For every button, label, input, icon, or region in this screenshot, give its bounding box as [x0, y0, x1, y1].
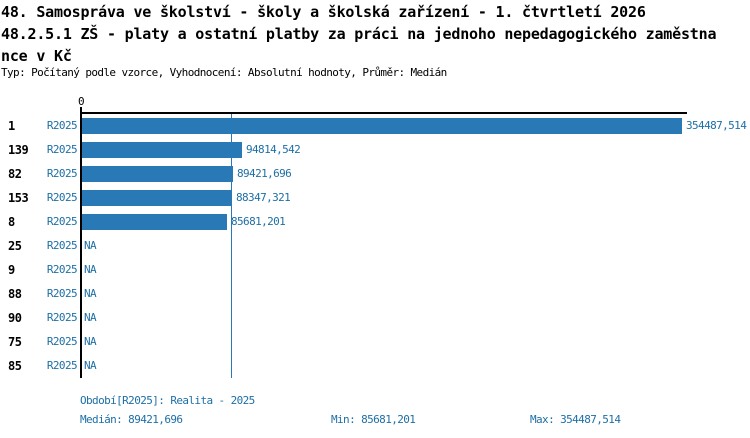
bar-value-label: 85681,201: [231, 215, 286, 228]
bar-value-label: NA: [84, 239, 97, 252]
x-axis-zero-label: 0: [77, 95, 85, 108]
row-series-label: R2025: [46, 167, 78, 180]
chart-row: 8 R2025 85681,201: [0, 210, 750, 234]
chart-row: 88 R2025 NA: [0, 282, 750, 306]
chart-row: 153 R2025 88347,321: [0, 186, 750, 210]
chart-row: 82 R2025 89421,696: [0, 162, 750, 186]
footer-min-stat: Min: 85681,201: [331, 413, 416, 426]
bar: [82, 166, 233, 182]
bar-value-label: 88347,321: [236, 191, 291, 204]
row-series-label: R2025: [46, 359, 78, 372]
bar-value-label: 94814,542: [246, 143, 301, 156]
bar-value-label: NA: [84, 263, 97, 276]
chart-row: 90 R2025 NA: [0, 306, 750, 330]
row-series-label: R2025: [46, 143, 78, 156]
row-category-label: 9: [8, 263, 15, 277]
bar: [82, 214, 227, 230]
chart-row: 1 R2025 354487,514: [0, 114, 750, 138]
row-category-label: 8: [8, 215, 15, 229]
row-category-label: 82: [8, 167, 22, 181]
bar-value-label: NA: [84, 287, 97, 300]
row-series-label: R2025: [46, 311, 78, 324]
report-title-line-1: 48. Samospráva ve školství - školy a ško…: [1, 3, 646, 21]
row-category-label: 1: [8, 119, 15, 133]
report-subtitle: Typ: Počítaný podle vzorce, Vyhodnocení:…: [1, 66, 447, 79]
row-series-label: R2025: [46, 287, 78, 300]
row-series-label: R2025: [46, 119, 78, 132]
bar-value-label: NA: [84, 335, 97, 348]
bar: [82, 142, 242, 158]
row-series-label: R2025: [46, 335, 78, 348]
footer-period-label: Období[R2025]: Realita - 2025: [80, 394, 255, 407]
chart-row: 85 R2025 NA: [0, 354, 750, 378]
row-category-label: 85: [8, 359, 22, 373]
median-line: [231, 114, 232, 378]
report-title-line-2: 48.2.5.1 ZŠ - platy a ostatní platby za …: [1, 25, 717, 43]
report-title-line-3: nce v Kč: [1, 47, 72, 65]
row-category-label: 153: [8, 191, 29, 205]
bar-value-label: NA: [84, 311, 97, 324]
row-category-label: 139: [8, 143, 29, 157]
bar-value-label: NA: [84, 359, 97, 372]
row-category-label: 90: [8, 311, 22, 325]
row-category-label: 88: [8, 287, 22, 301]
y-axis-line: [80, 107, 82, 378]
row-series-label: R2025: [46, 215, 78, 228]
row-series-label: R2025: [46, 191, 78, 204]
bar-value-label: 89421,696: [237, 167, 292, 180]
chart-row: 139 R2025 94814,542: [0, 138, 750, 162]
row-category-label: 25: [8, 239, 22, 253]
footer-median-stat: Medián: 89421,696: [80, 413, 183, 426]
footer-max-stat: Max: 354487,514: [530, 413, 621, 426]
row-series-label: R2025: [46, 263, 78, 276]
chart-row: 75 R2025 NA: [0, 330, 750, 354]
row-series-label: R2025: [46, 239, 78, 252]
row-category-label: 75: [8, 335, 22, 349]
x-axis-line: [80, 112, 687, 114]
bar-value-label: 354487,514: [686, 119, 747, 132]
bar: [82, 118, 682, 134]
chart-row: 9 R2025 NA: [0, 258, 750, 282]
chart-row: 25 R2025 NA: [0, 234, 750, 258]
bar: [82, 190, 232, 206]
